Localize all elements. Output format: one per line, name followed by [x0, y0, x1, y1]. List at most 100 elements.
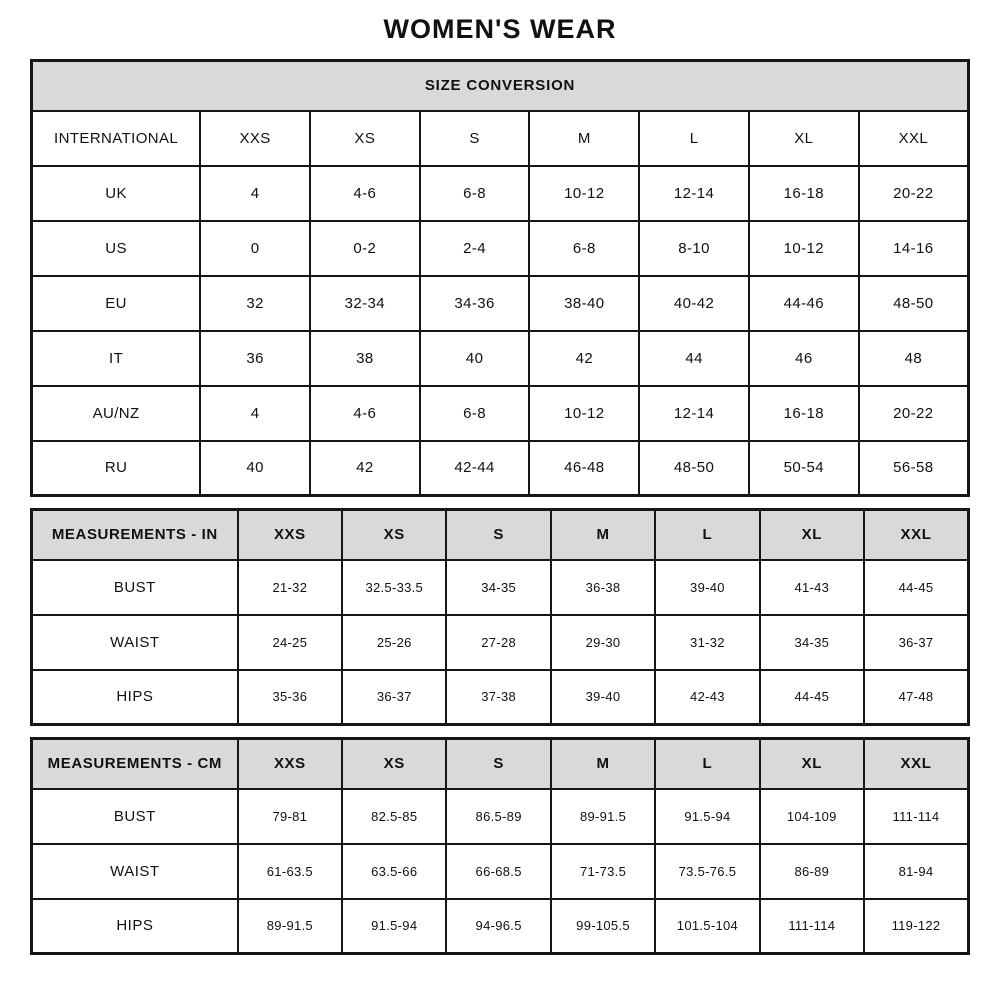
row-label: WAIST: [30, 613, 239, 671]
size-value-cell: 12-14: [638, 164, 750, 222]
size-value-cell: 34-36: [418, 274, 531, 332]
size-value-cell: 56-58: [857, 439, 970, 497]
size-chart-page: WOMEN'S WEAR SIZE CONVERSION INTERNATIONA…: [30, 14, 970, 955]
column-header-xxs: XXS: [236, 737, 344, 790]
row-label: US: [30, 219, 202, 277]
size-value-cell: 4: [199, 384, 311, 442]
size-value-cell: 48: [857, 329, 970, 387]
size-value-cell: 36: [199, 329, 311, 387]
size-value-cell: 42: [308, 439, 421, 497]
size-value-cell: 34-35: [758, 613, 866, 671]
size-value-cell: 6-8: [418, 164, 531, 222]
table-row: WAIST 24-25 25-26 27-28 29-30 31-32 34-35 36-37: [30, 613, 970, 671]
size-value-cell: 32-34: [308, 274, 421, 332]
size-value-cell: 38-40: [528, 274, 641, 332]
size-value-cell: 99-105.5: [549, 897, 657, 955]
table-row: EU 32 32-34 34-36 38-40 40-42 44-46 48-50: [30, 274, 970, 332]
size-conversion-banner: SIZE CONVERSION: [30, 59, 970, 112]
column-header-l: L: [654, 508, 761, 561]
size-value-cell: 36-37: [341, 668, 448, 726]
size-value-cell: 41-43: [758, 558, 866, 616]
size-value-cell: 119-122: [863, 897, 970, 955]
table-label-header: MEASUREMENTS - CM: [30, 737, 239, 790]
size-value-cell: 34-35: [445, 558, 552, 616]
size-value-cell: 4: [199, 164, 311, 222]
table-row: HIPS 89-91.5 91.5-94 94-96.5 99-105.5 101.5-1…: [30, 897, 970, 955]
column-header-xxl: XXL: [857, 109, 970, 167]
size-value-cell: 4-6: [308, 384, 421, 442]
size-value-cell: 48-50: [638, 439, 750, 497]
size-value-cell: 42-44: [418, 439, 531, 497]
column-header-xl: XL: [758, 737, 866, 790]
size-value-cell: 10-12: [747, 219, 860, 277]
row-label: AU/NZ: [30, 384, 202, 442]
row-label: EU: [30, 274, 202, 332]
size-value-cell: 101.5-104: [654, 897, 761, 955]
size-value-cell: 27-28: [445, 613, 552, 671]
table-row: US 0 0-2 2-4 6-8 8-10 10-12 14-16: [30, 219, 970, 277]
size-value-cell: 24-25: [236, 613, 344, 671]
size-value-cell: 104-109: [758, 787, 866, 845]
size-value-cell: 42: [528, 329, 641, 387]
size-value-cell: 20-22: [857, 384, 970, 442]
table-label-header: INTERNATIONAL: [30, 109, 202, 167]
size-value-cell: 47-48: [863, 668, 970, 726]
size-value-cell: 35-36: [236, 668, 344, 726]
table-row: IT 36 38 40 42 44 46 48: [30, 329, 970, 387]
size-value-cell: 36-37: [863, 613, 970, 671]
size-conversion-table: SIZE CONVERSION INTERNATIONAL XXS XS S M L XL XX…: [30, 59, 970, 497]
size-value-cell: 63.5-66: [341, 842, 448, 900]
size-value-cell: 0: [199, 219, 311, 277]
size-value-cell: 14-16: [857, 219, 970, 277]
column-header-s: S: [445, 737, 552, 790]
size-value-cell: 111-114: [863, 787, 970, 845]
size-value-cell: 46: [747, 329, 860, 387]
size-value-cell: 21-32: [236, 558, 344, 616]
size-value-cell: 10-12: [528, 164, 641, 222]
column-header-m: M: [528, 109, 641, 167]
size-value-cell: 25-26: [341, 613, 448, 671]
size-value-cell: 6-8: [528, 219, 641, 277]
column-header-s: S: [445, 508, 552, 561]
size-value-cell: 48-50: [857, 274, 970, 332]
size-value-cell: 39-40: [549, 668, 657, 726]
size-value-cell: 61-63.5: [236, 842, 344, 900]
size-value-cell: 79-81: [236, 787, 344, 845]
size-value-cell: 66-68.5: [445, 842, 552, 900]
size-value-cell: 39-40: [654, 558, 761, 616]
size-value-cell: 8-10: [638, 219, 750, 277]
column-header-xxs: XXS: [236, 508, 344, 561]
measurements-in-table: MEASUREMENTS - IN XXS XS S M L XL XXL BUST 21-32 3…: [30, 508, 970, 726]
row-label: WAIST: [30, 842, 239, 900]
size-value-cell: 12-14: [638, 384, 750, 442]
size-value-cell: 44: [638, 329, 750, 387]
row-label: BUST: [30, 787, 239, 845]
table-row: HIPS 35-36 36-37 37-38 39-40 42-43 44-45 47-48: [30, 668, 970, 726]
size-value-cell: 29-30: [549, 613, 657, 671]
size-value-cell: 2-4: [418, 219, 531, 277]
size-value-cell: 71-73.5: [549, 842, 657, 900]
size-value-cell: 6-8: [418, 384, 531, 442]
size-value-cell: 46-48: [528, 439, 641, 497]
column-header-xs: XS: [341, 737, 448, 790]
row-label: HIPS: [30, 897, 239, 955]
size-value-cell: 16-18: [747, 384, 860, 442]
size-value-cell: 4-6: [308, 164, 421, 222]
size-value-cell: 82.5-85: [341, 787, 448, 845]
column-header-m: M: [549, 508, 657, 561]
column-header-xxl: XXL: [863, 508, 970, 561]
column-header-xs: XS: [308, 109, 421, 167]
row-label: RU: [30, 439, 202, 497]
size-value-cell: 81-94: [863, 842, 970, 900]
size-value-cell: 32.5-33.5: [341, 558, 448, 616]
table-row: AU/NZ 4 4-6 6-8 10-12 12-14 16-18 20-22: [30, 384, 970, 442]
table-label-header: MEASUREMENTS - IN: [30, 508, 239, 561]
column-header-l: L: [654, 737, 761, 790]
column-header-xxl: XXL: [863, 737, 970, 790]
size-value-cell: 38: [308, 329, 421, 387]
size-value-cell: 31-32: [654, 613, 761, 671]
size-value-cell: 32: [199, 274, 311, 332]
size-value-cell: 40: [199, 439, 311, 497]
column-header-m: M: [549, 737, 657, 790]
size-value-cell: 86-89: [758, 842, 866, 900]
